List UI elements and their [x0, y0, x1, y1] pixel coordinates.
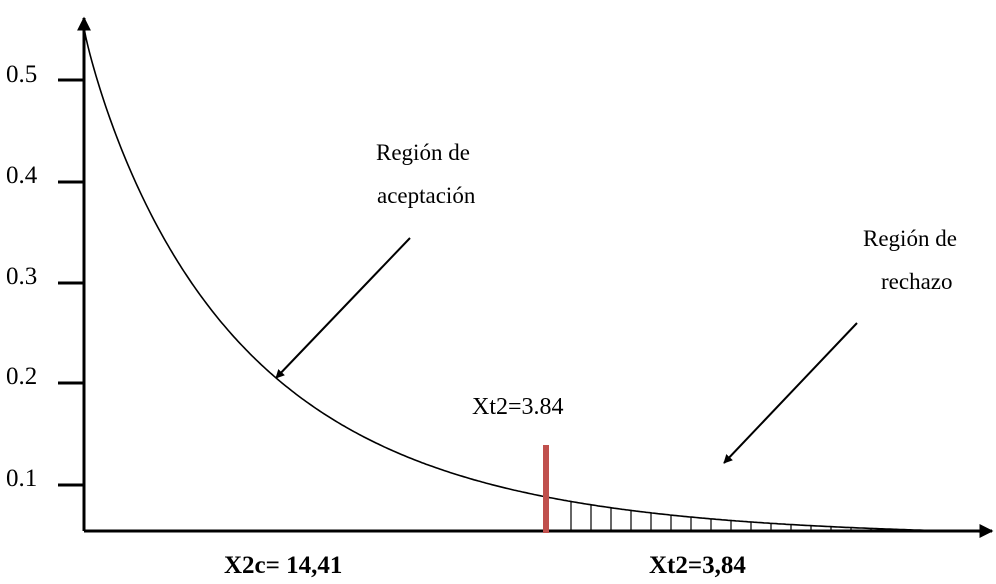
calculated-value-label: X2c= 14,41: [224, 552, 342, 579]
rejection-region-hatching: [570, 501, 972, 532]
rejection-label-line2: rechazo: [881, 269, 953, 294]
rejection-label-line1: Región de: [863, 226, 957, 251]
y-tick-label-0.3: 0.3: [6, 263, 37, 290]
tabulated-value-label: Xt2=3,84: [649, 552, 746, 579]
y-tick-label-0.2: 0.2: [6, 363, 37, 390]
critical-value-label: Xt2=3.84: [472, 394, 564, 420]
rejection-arrow: [723, 322, 858, 464]
y-tick-label-0.1: 0.1: [6, 465, 37, 492]
acceptance-label-line2: aceptación: [377, 183, 476, 208]
acceptance-label-line1: Región de: [376, 140, 470, 165]
density-curve: [83, 27, 986, 533]
y-tick-label-0.4: 0.4: [6, 162, 38, 189]
acceptance-arrow: [275, 237, 411, 379]
y-tick-label-0.5: 0.5: [6, 61, 37, 88]
